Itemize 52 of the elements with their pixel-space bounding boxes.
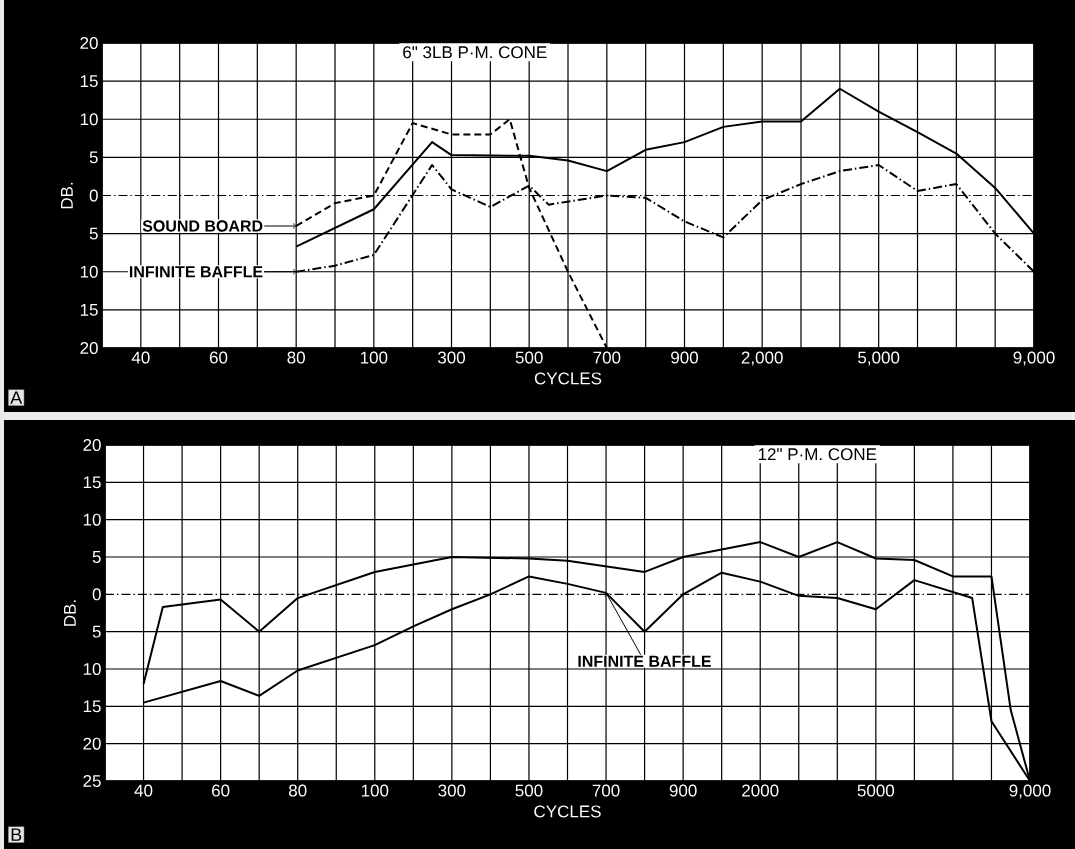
y-tick-label: 5 — [92, 551, 101, 563]
text: A — [10, 391, 23, 404]
y-tick-label: 5 — [92, 625, 101, 638]
x-tick-label: 80 — [288, 784, 307, 797]
x-tick-label: 700 — [593, 351, 621, 364]
y-tick-label: 15 — [80, 303, 98, 316]
x-tick-label: 300 — [438, 784, 466, 797]
x-tick-label: 60 — [209, 351, 228, 364]
x-tick-label: 900 — [671, 351, 699, 364]
legend-label: INFINITE BAFFLE — [129, 266, 263, 278]
chart-title: 6" 3LB P·M. CONE — [403, 46, 547, 59]
x-tick-label: 9,000 — [1013, 351, 1055, 366]
x-tick-label: 60 — [212, 784, 230, 797]
chart-title: 12" P·M. CONE — [758, 448, 877, 461]
x-tick-label: 5,000 — [858, 351, 900, 366]
y-tick-label: 10 — [80, 265, 98, 278]
x-tick-label: 40 — [134, 784, 153, 797]
x-tick-label: 100 — [360, 351, 388, 364]
y-tick-label: 15 — [83, 476, 101, 489]
series-label: INFINITE BAFFLE — [578, 655, 711, 667]
y-tick-label: 20 — [80, 341, 98, 355]
y-tick-label: 0 — [89, 189, 98, 202]
y-tick-label: 10 — [83, 513, 101, 526]
x-tick-label: 5000 — [857, 784, 895, 797]
y-tick-label: 10 — [83, 662, 101, 676]
y-axis-title: DB. — [64, 600, 76, 626]
text: B — [11, 828, 22, 841]
x-tick-label: 2,000 — [741, 351, 783, 366]
x-tick-label: 2000 — [742, 784, 779, 797]
y-tick-label: 20 — [80, 36, 98, 50]
x-tick-label: 500 — [515, 351, 543, 364]
x-tick-label: 300 — [437, 351, 466, 364]
x-tick-label: 100 — [361, 784, 389, 797]
y-tick-label: 5 — [89, 151, 98, 164]
y-tick-label: 15 — [80, 75, 98, 88]
y-tick-label: 25 — [83, 774, 101, 788]
y-tick-label: 5 — [89, 227, 98, 240]
y-tick-label: 0 — [92, 588, 101, 601]
y-axis-title: DB. — [61, 182, 73, 209]
legend-label: SOUND BOARD — [142, 220, 263, 232]
x-tick-label: 500 — [515, 784, 543, 797]
x-tick-label: 9,000 — [1009, 784, 1051, 799]
x-tick-label: 900 — [669, 784, 697, 797]
x-tick-label: 700 — [592, 784, 620, 797]
y-tick-label: 20 — [83, 737, 101, 750]
y-tick-label: 10 — [80, 113, 98, 126]
y-tick-label: 15 — [83, 700, 101, 713]
y-tick-label: 20 — [83, 438, 101, 452]
x-axis-title: CYCLES — [534, 372, 602, 385]
x-tick-label: 80 — [287, 351, 305, 364]
x-tick-label: 40 — [131, 351, 150, 364]
x-axis-title: CYCLES — [534, 805, 601, 818]
